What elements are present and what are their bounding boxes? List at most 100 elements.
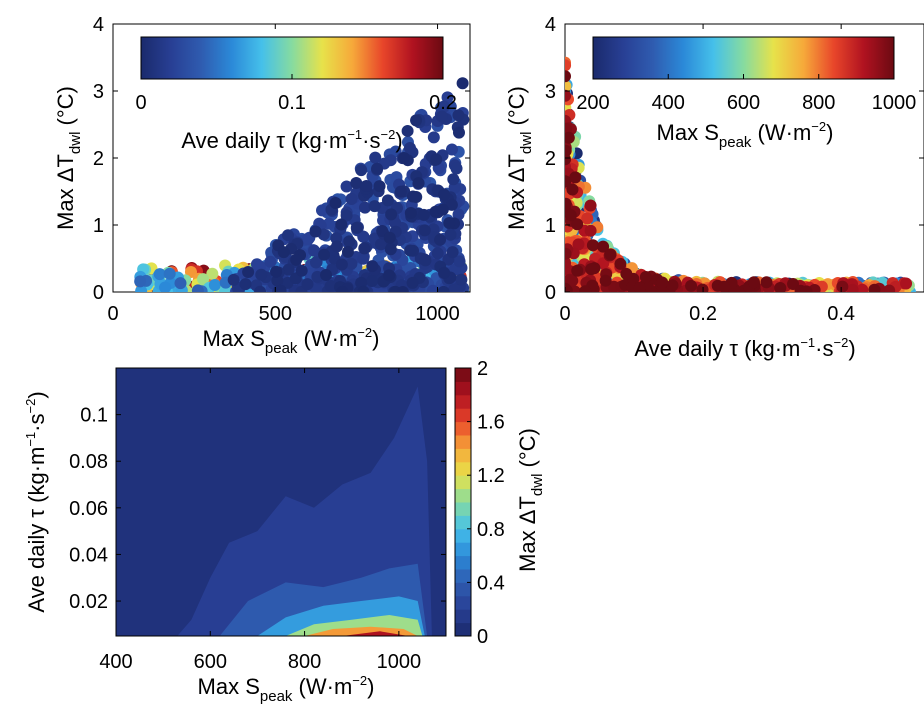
scatter-point — [579, 285, 592, 292]
y-tick-label: 3 — [545, 81, 556, 103]
scatter-point — [394, 185, 407, 198]
scatter-point — [208, 279, 221, 292]
scatter-point — [404, 244, 417, 257]
scatter-point — [255, 268, 268, 281]
scatter-point — [584, 224, 597, 237]
y-tick-label: 0.1 — [80, 405, 108, 427]
panel-contour: 400 600 800 1000 0.02 0.04 0.06 0.08 0.1 0 0.4 0.8… — [23, 358, 546, 705]
scatter-point — [374, 238, 387, 251]
scatter-point — [242, 266, 255, 279]
scatter-point — [446, 246, 459, 259]
scatter-point — [565, 197, 572, 210]
scatter-point — [438, 100, 451, 113]
scatter-right-points — [565, 56, 917, 292]
scatter-point — [371, 162, 384, 175]
scatter-point — [309, 225, 322, 238]
scatter-point — [350, 176, 363, 189]
scatter-point — [437, 285, 450, 292]
scatter-point — [565, 122, 573, 135]
scatter-point — [335, 258, 348, 271]
scatter-point — [360, 180, 373, 193]
scatter-point — [417, 208, 430, 221]
colorbar-segment — [455, 435, 471, 449]
scatter-point — [581, 212, 594, 225]
scatter-point — [254, 285, 267, 292]
panel-scatter-right: 200 400 600 800 1000 Max Speak (W·m−2) 0 0.2 0.… — [504, 14, 924, 361]
scatter-point — [444, 228, 457, 241]
colorbar-segment — [455, 595, 471, 610]
colorbar-tick-label: 2 — [477, 358, 488, 380]
scatter-point — [434, 233, 447, 246]
scatter-point — [368, 200, 381, 213]
y-tick-label: 4 — [93, 14, 104, 36]
scatter-point — [856, 283, 869, 292]
scatter-point — [435, 110, 448, 123]
scatter-point — [571, 264, 584, 277]
y-tick-label: 4 — [545, 14, 556, 36]
scatter-point — [443, 217, 456, 230]
scatter-point — [597, 240, 610, 253]
scatter-point — [633, 281, 646, 292]
scatter-point — [384, 243, 397, 256]
scatter-point — [774, 282, 787, 292]
scatter-point — [396, 285, 409, 292]
colorbar-gradient — [140, 36, 444, 80]
scatter-point — [366, 260, 379, 273]
scatter-point — [800, 285, 813, 292]
scatter-point — [330, 240, 343, 253]
scatter-point — [274, 284, 287, 292]
scatter-point — [565, 153, 572, 166]
scatter-point — [282, 263, 295, 276]
scatter-point — [565, 59, 572, 72]
colorbar-frame — [454, 367, 472, 637]
y-tick-label: 0.04 — [69, 544, 108, 566]
scatter-point — [452, 109, 465, 122]
scatter-point — [566, 274, 579, 287]
scatter-point — [410, 191, 423, 204]
x-tick-label: 600 — [194, 651, 227, 673]
scatter-point — [614, 257, 627, 270]
scatter-point — [309, 256, 322, 269]
scatter-point — [174, 277, 187, 290]
y-axis-label-left: Max ΔTdwl (°C) — [53, 86, 84, 230]
scatter-point — [318, 248, 331, 261]
scatter-point — [335, 218, 348, 231]
scatter-point — [264, 255, 277, 268]
colorbar-right: 200 400 600 800 1000 Max Speak (W·m−2) — [576, 36, 916, 151]
colorbar-tick-label: 0 — [135, 92, 146, 114]
scatter-point — [239, 278, 252, 291]
scatter-point — [426, 284, 439, 292]
scatter-point — [565, 284, 573, 292]
scatter-point — [565, 209, 577, 222]
colorbar-tick-label: 1.6 — [477, 412, 505, 434]
colorbar-tick-label: 800 — [802, 92, 835, 114]
scatter-left-points — [134, 77, 470, 292]
scatter-point — [404, 206, 417, 219]
scatter-point — [329, 197, 342, 210]
colorbar-tick-label: 0.2 — [429, 92, 457, 114]
scatter-point — [301, 233, 314, 246]
scatter-point — [418, 224, 431, 237]
scatter-point — [456, 77, 469, 90]
scatter-point — [572, 238, 585, 251]
colorbar-segment — [455, 381, 471, 396]
scatter-point — [868, 283, 881, 292]
contour-fills — [177, 386, 432, 636]
scatter-point — [430, 153, 443, 166]
scatter-point — [281, 229, 294, 242]
axes-frame-contour — [115, 367, 447, 637]
scatter-point — [760, 276, 773, 289]
scatter-point — [571, 218, 584, 231]
scatter-point — [445, 143, 458, 156]
scatter-point — [385, 208, 398, 221]
colorbar-segment — [455, 542, 471, 557]
axes-ticks-right: 0 0.2 0.4 0 1 2 3 4 — [545, 14, 924, 325]
colorbar-segment — [455, 394, 471, 409]
scatter-point — [401, 124, 414, 137]
scatter-point — [604, 248, 617, 261]
colorbar-segment — [455, 622, 471, 637]
colorbar-gradient — [592, 36, 895, 80]
scatter-point — [159, 281, 172, 292]
scatter-point — [584, 199, 597, 212]
scatter-point — [301, 278, 314, 291]
